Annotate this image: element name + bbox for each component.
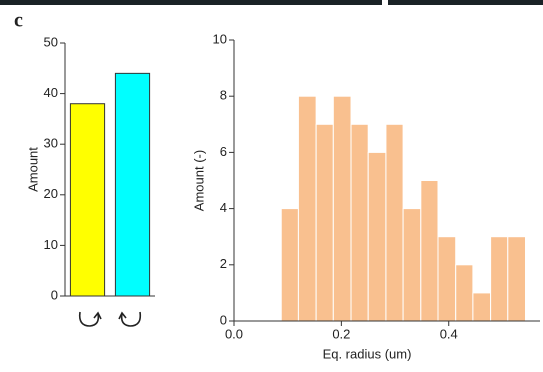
histogram-bar [403,209,421,321]
panel-label: c [14,10,23,32]
histogram-bar [281,209,298,321]
y-tick-label: 10 [213,31,227,46]
histogram-bar [438,237,456,321]
y-tick-label: 40 [44,85,58,100]
histogram-bar [386,124,403,321]
histogram-bar [298,96,316,321]
counterclockwise-arrow [122,312,141,326]
x-tick-label: 0.0 [225,326,243,341]
y-axis-label: Amount (-) [191,150,206,211]
histogram-bar [316,124,333,321]
y-tick-label: 50 [44,34,58,49]
x-tick-label: 0.4 [440,326,458,341]
x-axis-label: Eq. radius (um) [323,346,412,361]
image-strip [388,0,543,5]
y-axis-label: Amount [25,147,40,192]
y-tick-label: 6 [220,144,227,159]
histogram-bar [421,181,438,322]
figure: c 0 10 20 30 40 50 Amount 0 2 4 6 8 10 Amount (-) 0.0 0… [0,0,543,372]
clockwise-arrow [80,312,99,326]
histogram-bar [508,237,526,321]
histogram-bar [473,293,491,321]
histogram-bar [333,96,351,321]
histogram-bar [351,124,368,321]
x-tick-label: 0.2 [332,326,350,341]
histogram-bar [456,265,473,321]
bar [115,73,149,296]
y-tick-label: 20 [44,186,58,201]
y-tick-label: 2 [220,256,227,271]
y-tick-label: 30 [44,136,58,151]
rotation-icons [80,312,141,326]
y-tick-label: 0 [220,312,227,327]
y-tick-label: 4 [220,200,227,215]
bar [70,104,104,296]
histogram-bar [368,152,386,321]
histogram-bar [491,237,508,321]
y-tick-label: 10 [44,237,58,252]
y-tick-label: 0 [51,287,58,302]
y-tick-label: 8 [220,88,227,103]
image-strip [0,0,382,5]
